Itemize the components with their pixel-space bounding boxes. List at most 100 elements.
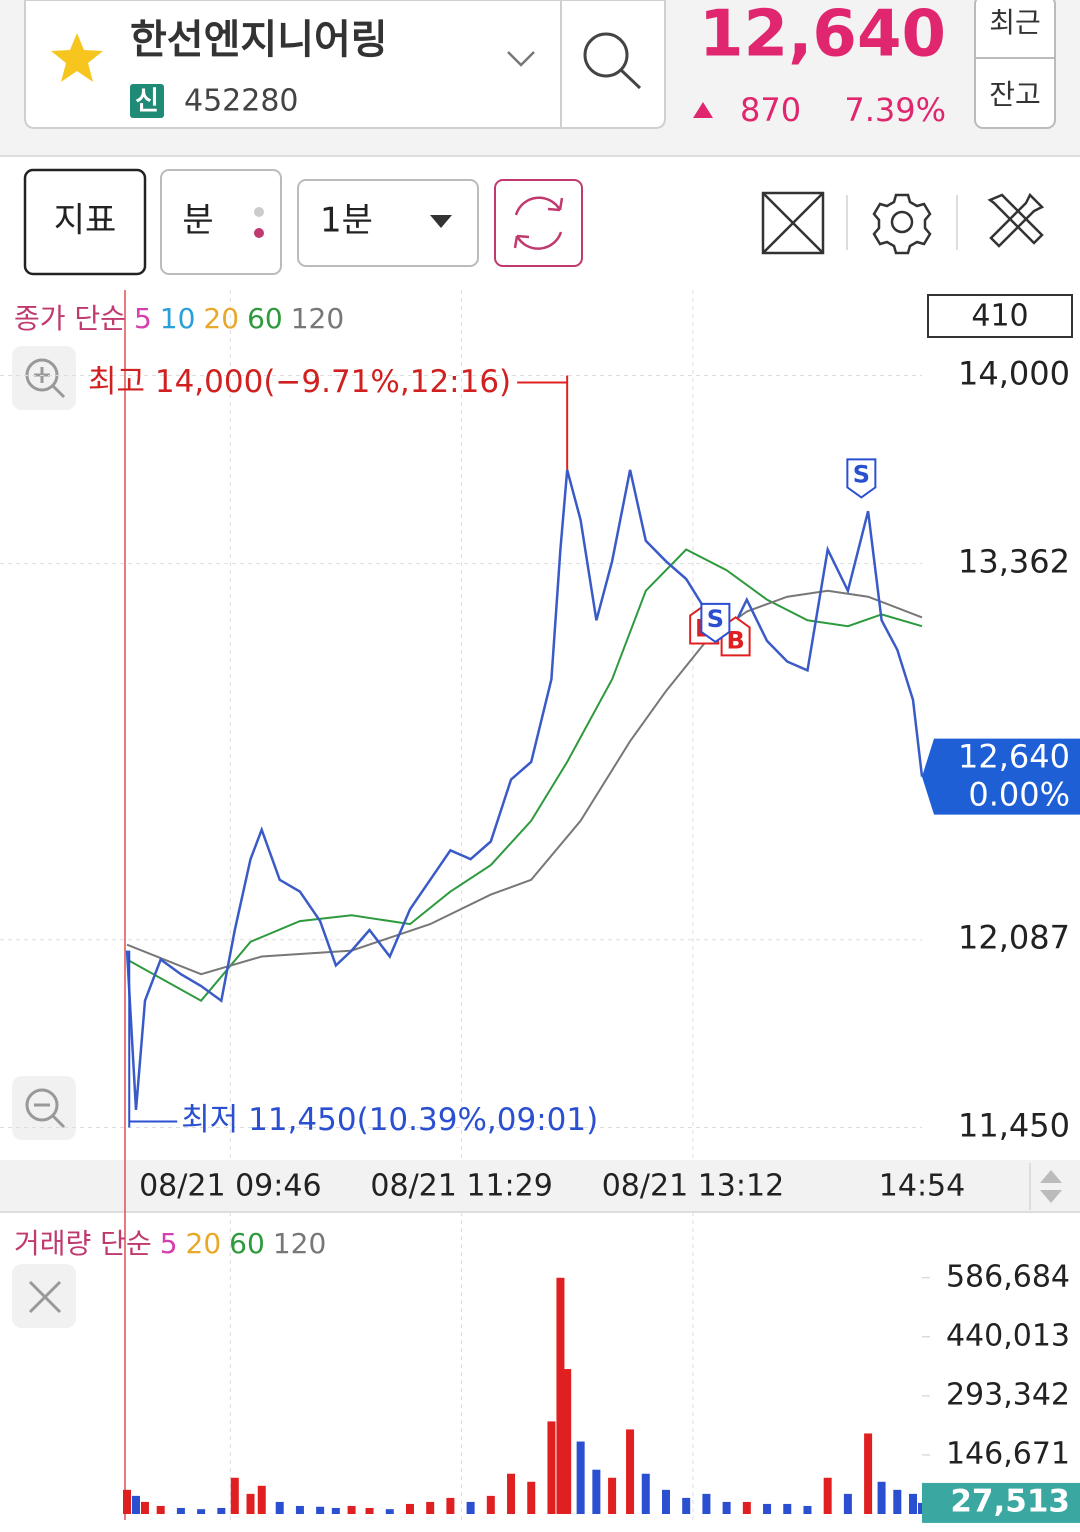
volume-bar — [507, 1473, 516, 1514]
close-volume[interactable] — [28, 1280, 62, 1314]
x-axis-bg — [0, 1160, 1080, 1212]
indicator-button[interactable] — [23, 168, 147, 276]
volume-bar — [446, 1497, 455, 1514]
y-tick-label: 146,671 — [946, 1436, 1070, 1471]
volume-bar — [909, 1493, 918, 1514]
volume-bar — [783, 1503, 792, 1514]
y-tick-label: 586,684 — [946, 1259, 1070, 1294]
search-icon[interactable] — [619, 68, 642, 90]
ma-line — [126, 589, 923, 976]
legend-entry: 60 — [247, 302, 283, 335]
volume-bar — [592, 1469, 601, 1514]
dot — [254, 207, 264, 217]
zoom-in[interactable] — [34, 367, 66, 399]
zoom-in[interactable] — [12, 346, 76, 410]
volume-bar — [682, 1497, 691, 1514]
volume-bar — [140, 1501, 149, 1514]
volume-bar — [722, 1501, 731, 1514]
volume-bar — [230, 1477, 239, 1514]
volume-bar — [823, 1477, 832, 1514]
x-tick-label: 08/21 13:12 — [602, 1169, 784, 1204]
volume-bar — [702, 1493, 711, 1514]
badge-bg — [130, 84, 164, 118]
y-tick-label: 14,000 — [958, 355, 1070, 393]
search-icon[interactable] — [583, 32, 642, 90]
refresh-button[interactable] — [494, 179, 583, 267]
zoom-out[interactable] — [34, 1103, 66, 1129]
volume-bar — [843, 1493, 852, 1514]
legend-entry: 20 — [186, 1227, 222, 1260]
x-tick-label: 08/21 11:29 — [370, 1169, 552, 1204]
scroll-down[interactable] — [1040, 1190, 1062, 1203]
volume-bar — [295, 1505, 304, 1514]
volume-bar — [197, 1509, 206, 1514]
volume-bar — [626, 1429, 635, 1514]
legend-title: 거래량 단순 — [14, 1227, 152, 1260]
tools-icon[interactable] — [987, 192, 1045, 248]
legend-entry: 5 — [134, 302, 152, 335]
settings-icon[interactable] — [872, 193, 932, 255]
volume-bar — [123, 1489, 131, 1514]
search-icon[interactable] — [583, 32, 629, 78]
stock-card[interactable] — [24, 0, 666, 129]
chart-layer: 14,000 13,362 12,087 11,450 08/21 09:46 08/21… — [0, 290, 1080, 1523]
y-tick-label: 12,087 — [958, 919, 1070, 957]
volume-bar — [527, 1481, 536, 1514]
volume-bar — [556, 1277, 565, 1514]
close-volume[interactable] — [12, 1264, 76, 1328]
zoom-out[interactable] — [12, 1076, 76, 1140]
volume-bar — [217, 1507, 226, 1514]
settings-icon[interactable] — [872, 193, 932, 255]
favorite-star[interactable] — [51, 33, 103, 82]
zoom-in[interactable] — [12, 346, 76, 410]
volume-bar — [275, 1501, 284, 1514]
tools-icon[interactable] — [987, 192, 1045, 248]
volume-bar — [742, 1501, 751, 1514]
recent-button[interactable]: 최근 — [989, 6, 1041, 39]
volume-bar — [176, 1507, 185, 1514]
legend: 거래량 단순 5 20 60 120 — [14, 1227, 326, 1260]
current-price-label: 12,640 — [958, 738, 1070, 776]
volume-bar — [893, 1489, 902, 1514]
zoom-out[interactable] — [25, 1088, 59, 1122]
zoom-out[interactable] — [12, 1076, 76, 1140]
volume-chart-bg — [0, 1212, 1080, 1532]
zoom-in[interactable] — [25, 358, 59, 392]
expand-icon[interactable] — [761, 191, 825, 255]
legend-title: 종가 단순 — [14, 302, 126, 335]
count-box-label: 410 — [971, 299, 1028, 334]
expand-icon[interactable] — [761, 191, 825, 255]
period-button[interactable] — [160, 169, 282, 275]
current-volume-label: 27,513 — [950, 1483, 1070, 1519]
y-tick-label: 13,362 — [958, 543, 1070, 581]
volume-bar — [426, 1501, 435, 1514]
current-price: 12,640 — [699, 0, 946, 72]
volume-bar — [365, 1507, 374, 1514]
ma-line — [126, 548, 923, 1002]
volume-bar — [405, 1503, 414, 1514]
interval-select[interactable] — [297, 179, 479, 267]
scroll-up[interactable] — [1040, 1170, 1062, 1183]
volume-bar — [877, 1481, 886, 1514]
dropdown-icon[interactable] — [507, 51, 535, 67]
up-triangle — [693, 102, 713, 118]
volume-bar — [466, 1501, 475, 1514]
volume-bar — [156, 1505, 165, 1514]
trade-mark-label: S — [853, 460, 870, 488]
balance-button[interactable]: 잔고 — [989, 78, 1041, 111]
volume-bar — [864, 1433, 873, 1514]
volume-bar — [576, 1441, 585, 1514]
volume-bar — [763, 1503, 772, 1514]
volume-bar — [641, 1473, 650, 1514]
y-tick-label: 11,450 — [958, 1107, 1070, 1145]
current-volume-box — [922, 1482, 1080, 1523]
price-change: 870 — [740, 91, 801, 129]
low-annotation: 최저 11,450(10.39%,09:01) — [181, 1102, 598, 1138]
trade-mark-label: S — [707, 605, 724, 633]
settings-icon[interactable] — [890, 210, 914, 234]
side-buttons — [974, 0, 1056, 129]
stock-name: 한선엔지니어링 — [130, 17, 388, 63]
legend-entry: 5 — [160, 1227, 178, 1260]
